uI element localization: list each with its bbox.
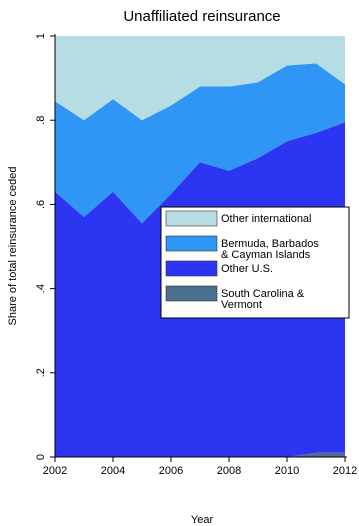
x-tick-label: 2010 <box>275 465 299 477</box>
legend-label: South Carolina & Vermont <box>221 288 305 311</box>
x-axis-title: Year <box>191 514 214 526</box>
legend-item-other-international: Other international <box>165 210 312 227</box>
legend-label: Other U.S. <box>221 263 273 275</box>
area-bermuda-barbados-cayman-islands <box>55 63 345 224</box>
x-tick-label: 2002 <box>43 465 67 477</box>
legend-swatch <box>165 285 218 302</box>
y-tick-label: .2 <box>35 368 47 377</box>
legend-swatch <box>165 260 218 277</box>
area-other-international <box>55 36 345 121</box>
y-tick-label: .4 <box>35 284 47 293</box>
legend-label: Bermuda, Barbados & Cayman Islands <box>221 238 319 261</box>
y-tick-label: .6 <box>35 200 47 209</box>
y-axis-title: Share of total reinsurance ceded <box>7 167 19 326</box>
chart-title: Unaffiliated reinsurance <box>123 8 280 25</box>
x-tick-label: 2006 <box>159 465 183 477</box>
legend: Other international Bermuda, Barbados & Ca… <box>160 206 350 319</box>
axes: 0 .2 .4 .6 .8 1 2002 2004 2006 2008 2010 2012 <box>35 33 357 477</box>
legend-item-south-carolina-vermont: South Carolina & Vermont <box>165 285 305 311</box>
legend-swatch <box>165 235 218 252</box>
y-tick-label: 0 <box>35 454 47 460</box>
x-tick-label: 2012 <box>333 465 357 477</box>
y-tick-label: .8 <box>35 116 47 125</box>
y-tick-label: 1 <box>35 33 47 39</box>
legend-item-bermuda-barbados-cayman-islands: Bermuda, Barbados & Cayman Islands <box>165 235 319 261</box>
legend-item-other-u-s: Other U.S. <box>165 260 273 277</box>
legend-swatch <box>165 210 218 227</box>
x-tick-label: 2008 <box>217 465 241 477</box>
x-tick-label: 2004 <box>101 465 125 477</box>
legend-label: Other international <box>221 213 312 225</box>
